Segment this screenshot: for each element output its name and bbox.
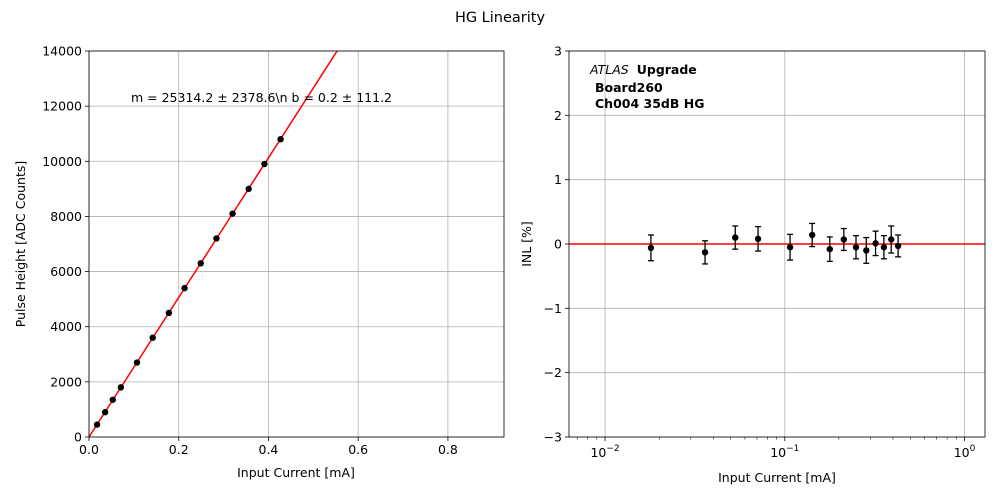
data-point [880,244,888,251]
data-point [888,236,895,243]
data-point-with-error [786,233,794,261]
inl-y-ticks: −3 −2 −1 0 1 2 3 [544,44,569,445]
x-tick-label: 0.6 [348,442,368,457]
data-point [863,247,870,254]
figure-title: HG Linearity [455,10,546,26]
data-point [647,244,655,252]
y-tick-label: 0 [554,237,562,252]
y-tick-label: −2 [544,365,562,380]
data-point [181,284,188,292]
x-tick-label: 0.8 [438,442,458,457]
data-point-with-error [826,236,834,263]
data-point-with-error [732,225,739,250]
atlas-label-bold: Upgrade [637,62,697,77]
y-tick-label: 12000 [42,99,82,114]
y-tick-label: 3 [554,44,562,59]
y-tick-label: 6000 [50,264,82,279]
data-point-with-error [863,236,870,264]
inl-plot: 10−2 10−1 100 −3 −2 −1 0 1 2 3 Input Current [mA… [519,44,986,485]
y-tick-label: −1 [544,301,562,316]
data-point [133,359,141,366]
data-point [808,231,816,239]
data-point [109,396,116,403]
data-point [754,235,762,243]
svg-text:ATLAS Upgrade: ATLAS Upgrade [589,62,697,77]
data-point [261,160,268,168]
y-tick-label: 4000 [50,319,82,334]
data-point [229,210,236,217]
data-point [826,245,834,253]
inl-x-axis-label: Input Current [mA] [718,470,836,485]
y-tick-label: −3 [544,430,562,445]
atlas-label: ATLAS Upgrade Board260 Ch004 35dB HG [589,62,704,111]
linearity-axes-frame [88,50,505,438]
data-point-with-error [888,225,895,254]
y-tick-label: 0 [74,430,82,445]
x-tick-label: 0.0 [79,442,99,457]
y-tick-label: 2 [554,108,562,123]
y-tick-label: 10000 [42,154,82,169]
data-point [165,309,173,317]
data-point-with-error [872,230,879,257]
linearity-fit-line [89,51,339,437]
fit-parameters-annotation: m = 25314.2 ± 2378.6\n b = 0.2 ± 111.2 [131,90,392,105]
data-point [852,244,860,251]
data-point [197,260,204,267]
linearity-x-axis-label: Input Current [mA] [237,465,355,480]
data-point-with-error [647,234,655,262]
inl-data-points [647,222,902,265]
x-tick-label: 100 [954,444,976,460]
data-point [245,185,252,193]
data-point [93,421,101,428]
data-point-with-error [894,234,902,258]
data-point [213,235,220,242]
data-point [277,136,284,143]
linearity-x-ticks: 0.0 0.2 0.4 0.6 0.8 [79,437,458,457]
inl-x-ticks: 10−2 10−1 100 [576,437,976,460]
channel-label: Ch004 35dB HG [595,96,704,111]
data-point [786,244,794,251]
data-point [101,408,109,416]
x-tick-label: 10−1 [770,444,799,460]
y-tick-label: 14000 [42,44,82,59]
data-point [732,234,739,241]
axes-frame [88,50,505,438]
data-point [701,249,709,256]
linearity-data-points [93,136,284,428]
data-point [117,384,125,391]
data-point [894,242,902,250]
data-point [872,240,879,247]
data-point [840,236,848,243]
y-tick-label: 2000 [50,374,82,389]
x-tick-label: 0.2 [169,442,189,457]
data-point-with-error [880,234,888,260]
board-label: Board260 [595,80,663,95]
fit-line [89,51,339,437]
inl-y-axis-label: INL [%] [519,221,534,267]
data-point-with-error [840,227,848,252]
linearity-plot: 0.0 0.2 0.4 0.6 0.8 0 2000 4000 6000 8000 10000 12… [13,44,505,480]
linearity-y-ticks: 0 2000 4000 6000 8000 10000 12000 14000 [42,44,89,445]
data-point-with-error [808,222,816,248]
data-point [149,334,156,341]
x-tick-label: 10−2 [590,444,619,460]
x-tick-label: 0.4 [259,442,279,457]
y-tick-label: 1 [554,172,562,187]
atlas-label-italic: ATLAS [589,62,629,77]
data-point-with-error [754,225,762,252]
y-tick-label: 8000 [50,209,82,224]
linearity-y-axis-label: Pulse Height [ADC Counts] [13,161,28,327]
data-point-with-error [701,240,709,265]
data-point-with-error [852,234,860,260]
